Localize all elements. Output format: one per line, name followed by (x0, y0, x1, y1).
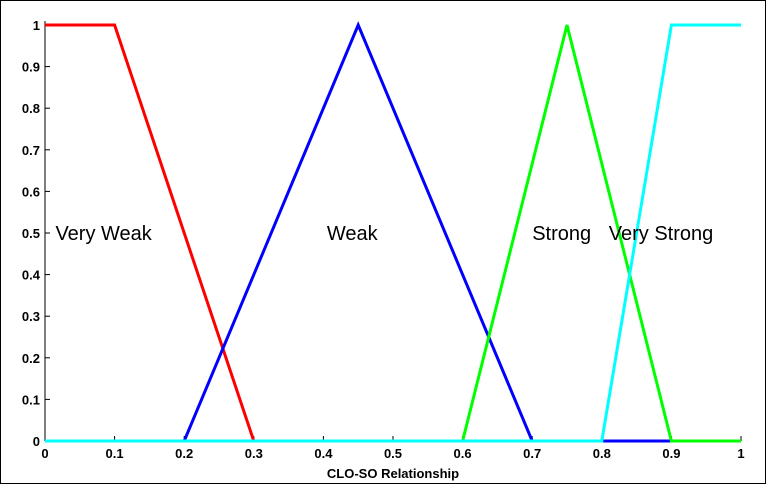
x-tick-label: 0.6 (454, 446, 472, 461)
y-tick-label: 0.3 (22, 309, 40, 324)
y-tick-label: 0.5 (22, 226, 40, 241)
axes: 0 0.1 0.2 0.3 0.4 0.5 0.6 0.7 0.8 0.9 1 0 0.1 0.2 0.3 0… (22, 18, 745, 461)
y-tick-label: 0.7 (22, 143, 40, 158)
y-tick-label: 0.1 (22, 392, 40, 407)
x-tick-label: 0.1 (106, 446, 124, 461)
mf-label-very-weak: Very Weak (55, 223, 152, 245)
mf-label-very-strong: Very Strong (609, 223, 714, 245)
x-tick-label: 0.9 (662, 446, 680, 461)
series-layer (45, 21, 741, 443)
y-tick-label: 0.9 (22, 60, 40, 75)
x-tick-label: 0.2 (175, 446, 193, 461)
x-axis-title: CLO-SO Relationship (327, 466, 459, 481)
mf-label-strong: Strong (532, 223, 591, 245)
labels-layer: Very Weak Weak Strong Very Strong (55, 223, 713, 245)
series-line-very-strong (45, 23, 741, 443)
x-tick-label: 0.7 (523, 446, 541, 461)
mf-label-weak: Weak (327, 223, 379, 245)
y-tick-label: 0 (33, 434, 40, 449)
x-tick-label: 1 (737, 446, 744, 461)
y-tick-label: 0.4 (22, 268, 41, 283)
x-tick-label: 0.3 (245, 446, 263, 461)
y-tick-label: 1 (33, 18, 40, 33)
x-tick-label: 0.8 (593, 446, 611, 461)
x-tick-label: 0 (41, 446, 48, 461)
x-tick-label: 0.5 (384, 446, 402, 461)
y-tick-label: 0.2 (22, 351, 40, 366)
y-tick-label: 0.6 (22, 184, 40, 199)
x-tick-label: 0.4 (314, 446, 333, 461)
y-tick-label: 0.8 (22, 101, 40, 116)
